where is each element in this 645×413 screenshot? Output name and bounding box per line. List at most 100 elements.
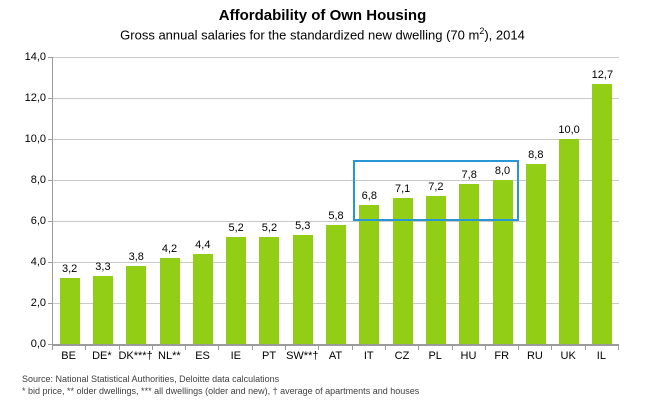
bar-series: 3,2 3,3 3,8 4,2 4,4 5,2 5,2 5,3 5,8 6,8 7,1 7,2 7,8 8… bbox=[53, 57, 619, 344]
x-tick-8 bbox=[318, 346, 320, 350]
bar-value-label-UK: 10,0 bbox=[558, 124, 580, 136]
bar-slot-AT: 5,8 bbox=[319, 57, 352, 344]
bar-BE bbox=[59, 278, 80, 344]
x-tick-7 bbox=[285, 346, 287, 350]
gridline-10,0 bbox=[53, 139, 619, 140]
y-axis-label-0,0: 0,0 bbox=[30, 338, 46, 350]
x-axis-label-UK: UK bbox=[560, 350, 576, 362]
x-tick-16 bbox=[584, 346, 586, 350]
bar-slot-CZ: 7,1 bbox=[386, 57, 419, 344]
bar-value-label-NL**: 4,2 bbox=[161, 242, 178, 255]
x-tick-3 bbox=[151, 346, 153, 350]
y-axis-label-14,0: 14,0 bbox=[24, 51, 46, 63]
y-tick-0,0 bbox=[48, 344, 53, 345]
x-tick-5 bbox=[218, 346, 220, 350]
bar-SW**† bbox=[292, 235, 313, 344]
x-axis-label-IL: IL bbox=[596, 350, 606, 362]
x-tick-11 bbox=[418, 346, 420, 350]
bar-slot-IL: 12,7 bbox=[586, 57, 619, 344]
x-axis-label-CZ: CZ bbox=[394, 350, 410, 362]
bar-CZ bbox=[392, 198, 413, 344]
bar-AT bbox=[326, 225, 347, 344]
bar-PL bbox=[425, 196, 446, 344]
bar-slot-IE: 5,2 bbox=[219, 57, 252, 344]
bar-slot-SW**†: 5,3 bbox=[286, 57, 319, 344]
x-tick-2 bbox=[118, 346, 120, 350]
bar-PT bbox=[259, 237, 280, 344]
y-tick-8,0 bbox=[48, 180, 53, 181]
bar-NL** bbox=[159, 257, 180, 344]
x-axis-label-PT: PT bbox=[262, 350, 277, 362]
bar-FR bbox=[492, 180, 513, 344]
bar-slot-NL**: 4,2 bbox=[153, 57, 186, 344]
bar-DE* bbox=[92, 276, 113, 344]
x-tick-0 bbox=[52, 346, 53, 350]
bar-slot-DK***†: 3,8 bbox=[120, 57, 153, 344]
bar-UK bbox=[559, 139, 580, 344]
subtitle-text: Gross annual salaries for the standardiz… bbox=[120, 27, 480, 43]
bar-slot-PL: 7,2 bbox=[419, 57, 452, 344]
x-axis-label-AT: AT bbox=[328, 350, 343, 362]
x-tick-6 bbox=[251, 346, 253, 350]
x-axis-label-NL**: NL** bbox=[158, 350, 181, 362]
y-axis-label-4,0: 4,0 bbox=[30, 256, 46, 268]
bar-value-label-IT: 6,8 bbox=[361, 189, 377, 202]
y-axis-labels: 0,0 2,0 4,0 6,0 8,0 10,0 12,0 14,0 bbox=[0, 51, 46, 350]
y-axis-label-8,0: 8,0 bbox=[30, 174, 46, 186]
x-tick-13 bbox=[484, 346, 486, 350]
bar-RU bbox=[525, 163, 546, 344]
source-line: Source: National Statistical Authorities… bbox=[22, 374, 280, 384]
x-tick-14 bbox=[518, 346, 520, 350]
bar-slot-RU: 8,8 bbox=[519, 57, 552, 344]
bar-IL bbox=[592, 83, 613, 344]
x-tick-17 bbox=[618, 346, 619, 350]
bar-value-label-DK***†: 3,8 bbox=[128, 251, 144, 264]
y-tick-4,0 bbox=[48, 262, 53, 263]
x-axis-labels: BE DE* DK***† NL** ES IE PT SW**† AT IT CZ PL HU FR RU… bbox=[52, 350, 618, 362]
x-axis-label-ES: ES bbox=[195, 350, 210, 362]
x-axis-label-IT: IT bbox=[363, 350, 374, 362]
gridline-6,0 bbox=[53, 221, 619, 222]
bar-value-label-PT: 5,2 bbox=[261, 222, 278, 235]
y-axis-label-2,0: 2,0 bbox=[30, 297, 46, 309]
y-axis-label-10,0: 10,0 bbox=[24, 133, 46, 145]
bar-value-label-RU: 8,8 bbox=[528, 148, 544, 161]
bar-DK***† bbox=[126, 266, 147, 344]
bar-value-label-DE*: 3,3 bbox=[95, 261, 111, 274]
x-axis-label-DE*: DE* bbox=[92, 350, 112, 362]
y-axis-label-12,0: 12,0 bbox=[24, 92, 46, 104]
x-tick-1 bbox=[85, 346, 87, 350]
chart-title: Affordability of Own Housing bbox=[218, 7, 427, 24]
x-tick-12 bbox=[451, 346, 453, 350]
subtitle-superscript: 2 bbox=[479, 26, 485, 36]
bar-value-label-HU: 7,8 bbox=[461, 169, 477, 182]
x-axis-label-IE: IE bbox=[230, 350, 241, 362]
bar-IE bbox=[226, 237, 247, 344]
bar-slot-HU: 7,8 bbox=[453, 57, 486, 344]
bar-slot-DE*: 3,3 bbox=[86, 57, 119, 344]
bar-value-label-IL: 12,7 bbox=[591, 68, 614, 81]
bar-HU bbox=[459, 184, 480, 344]
bar-slot-ES: 4,4 bbox=[186, 57, 219, 344]
subtitle-suffix: ), 2014 bbox=[484, 27, 525, 43]
gridline-12,0 bbox=[53, 98, 619, 99]
gridline-8,0 bbox=[53, 180, 619, 181]
bar-value-label-CZ: 7,1 bbox=[394, 183, 411, 196]
bar-value-label-AT: 5,8 bbox=[328, 210, 344, 223]
bar-value-label-BE: 3,2 bbox=[61, 263, 78, 276]
bar-ES bbox=[192, 253, 213, 344]
x-axis-label-PL: PL bbox=[428, 350, 442, 362]
highlight-box bbox=[352, 159, 520, 221]
gridline-14,0 bbox=[53, 57, 619, 58]
y-tick-10,0 bbox=[48, 138, 53, 140]
x-tick-15 bbox=[551, 346, 553, 350]
bar-value-label-IE: 5,2 bbox=[228, 222, 244, 235]
bar-value-label-ES: 4,4 bbox=[195, 238, 211, 251]
bar-value-label-SW**†: 5,3 bbox=[295, 220, 311, 233]
x-axis-label-BE: BE bbox=[61, 350, 76, 362]
bar-slot-BE: 3,2 bbox=[53, 57, 86, 344]
footer-notes: Source: National Statistical Authorities… bbox=[22, 373, 419, 397]
bar-slot-IT: 6,8 bbox=[353, 57, 386, 344]
x-axis-label-RU: RU bbox=[526, 350, 543, 362]
